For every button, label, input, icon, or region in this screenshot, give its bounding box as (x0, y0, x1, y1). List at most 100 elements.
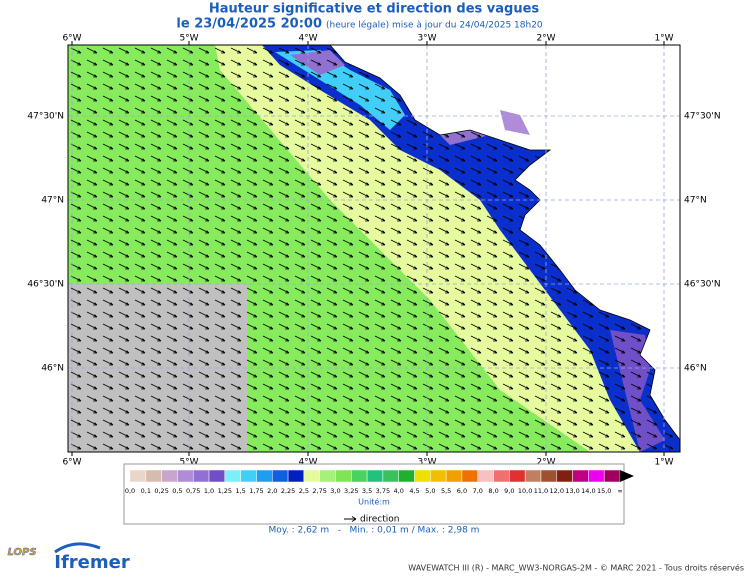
color-cell (477, 469, 494, 483)
title: Hauteur significative et direction des v… (209, 2, 540, 17)
color-cell (287, 469, 305, 483)
date: le 23/04/2025 20:00 (176, 17, 322, 32)
legend-label: 4,5 (409, 487, 419, 495)
legend-label: 2,5 (299, 487, 309, 495)
logo: LOPS (7, 547, 36, 558)
color-cell (509, 469, 526, 483)
color-cell (335, 469, 352, 483)
legend-label: 1,25 (218, 487, 232, 495)
legend-label: 0,0 (125, 487, 135, 495)
lon-label: 5°W (179, 458, 198, 468)
legend-label: 3,0 (330, 487, 340, 495)
legend-label: 0,75 (186, 487, 200, 495)
lon-label: 5°W (179, 34, 198, 44)
lat-label: 47°30'N (27, 112, 64, 122)
color-cell (620, 470, 634, 482)
color-cell (493, 469, 510, 483)
legend-label: 13,0 (565, 487, 579, 495)
legend-label: ∞ (617, 487, 622, 495)
color-cell (129, 469, 147, 483)
color-cell (192, 469, 210, 483)
lon-label: 1°W (654, 34, 673, 44)
color-cell (461, 469, 478, 483)
map (67, 44, 681, 453)
legend-label: 3,25 (344, 487, 358, 495)
color-cell (382, 469, 399, 483)
legend-label: 3,5 (362, 487, 372, 495)
color-cell (303, 469, 320, 483)
legend-label: 7,0 (473, 487, 483, 495)
direction-label: direction (360, 515, 399, 525)
legend-label: 10,0 (518, 487, 532, 495)
lon-label: 6°W (62, 458, 81, 468)
legend-label: 5,0 (425, 487, 435, 495)
color-cell (319, 469, 336, 483)
lon-label: 3°W (417, 458, 436, 468)
color-cell (430, 469, 447, 483)
color-cell (540, 469, 558, 483)
color-cell (524, 469, 542, 483)
color-cell (572, 469, 589, 483)
lon-label: 4°W (298, 34, 317, 44)
color-cell (145, 469, 162, 483)
color-cell (272, 469, 289, 483)
color-cell (208, 469, 226, 483)
color-cell (556, 469, 573, 483)
lon-label: 4°W (298, 458, 317, 468)
color-cell (398, 469, 415, 483)
color-cell (414, 469, 431, 483)
lon-label: 2°W (536, 458, 555, 468)
lat-label: 46°30'N (27, 280, 64, 290)
color-cell (351, 469, 368, 483)
lat-label: 46°N (684, 364, 707, 374)
color-cell (161, 469, 178, 483)
direction-arrow (351, 516, 357, 522)
update: (heure légale) mise à jour du 24/04/2025… (326, 20, 543, 31)
legend-label: 5,5 (441, 487, 451, 495)
legend-label: 0,25 (154, 487, 168, 495)
legend-label: 4,0 (394, 487, 404, 495)
lat-label: 47°30'N (684, 112, 721, 122)
legend-label: 2,75 (312, 487, 326, 495)
color-cell (588, 469, 605, 483)
unit: Unité:m (358, 497, 390, 507)
color-cell (603, 469, 621, 483)
legend-label: 14,0 (581, 487, 595, 495)
color-cell (224, 469, 241, 483)
logo: Ifremer (54, 552, 130, 573)
legend-label: 3,75 (376, 487, 390, 495)
legend-label: 8,0 (488, 487, 498, 495)
lon-label: 1°W (654, 458, 673, 468)
coastal-band (500, 110, 530, 135)
legend-label: 12,0 (550, 487, 564, 495)
color-cell (366, 469, 384, 483)
lat-label: 47°N (684, 196, 707, 206)
lat-label: 46°30'N (684, 280, 721, 290)
legend-label: 6,0 (457, 487, 467, 495)
legend-label: 2,0 (267, 487, 277, 495)
lon-label: 2°W (536, 34, 555, 44)
stats: Moy. : 2,62 m - Min. : 0,01 m / Max. : 2… (269, 526, 480, 536)
legend-label: 0,1 (141, 487, 151, 495)
legend-label: 1,5 (235, 487, 245, 495)
lat-label: 47°N (41, 196, 64, 206)
color-cell (445, 469, 463, 483)
legend-label: 1,75 (249, 487, 263, 495)
land (329, 44, 681, 442)
lon-label: 6°W (62, 34, 81, 44)
lat-label: 46°N (41, 364, 64, 374)
legend-label: 1,0 (204, 487, 214, 495)
legend-label: 9,0 (504, 487, 514, 495)
legend-label: 2,25 (281, 487, 295, 495)
logo-wave (54, 542, 101, 554)
legend-label: 15,0 (597, 487, 611, 495)
frame (67, 44, 681, 453)
legend-label: 0,5 (172, 487, 182, 495)
color-cell (177, 469, 194, 483)
credits: WAVEWATCH III (R) - MARC_WW3-NORGAS-2M -… (408, 563, 744, 573)
legend-label: 11,0 (534, 487, 548, 495)
color-cell (240, 469, 257, 483)
lon-label: 3°W (417, 34, 436, 44)
color-cell (256, 469, 273, 483)
